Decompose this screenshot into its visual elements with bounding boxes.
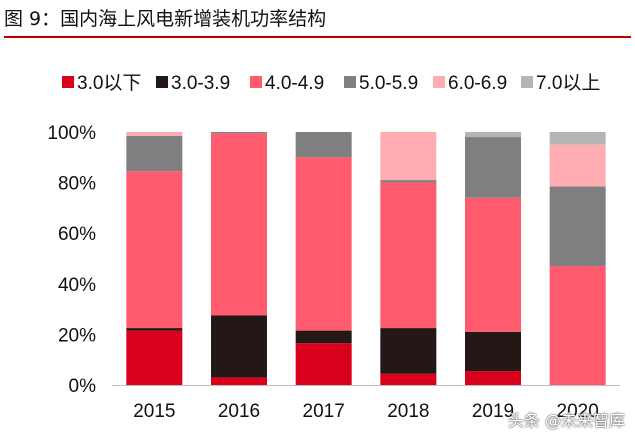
legend-swatch: [250, 76, 262, 88]
x-axis-ticks: 2015 2016 2017 2018 2019 2020: [133, 401, 599, 422]
bar-segment: [211, 132, 267, 134]
bar-segment: [126, 135, 183, 172]
bar-segment: [465, 371, 521, 385]
bar-segment: [380, 132, 437, 181]
bar-segment: [380, 182, 437, 329]
bar-stacks: [126, 132, 606, 385]
watermark: 头条 @未来智库: [507, 411, 625, 430]
x-tick-label: 2018: [387, 401, 429, 422]
bar-segment: [549, 144, 606, 187]
y-tick-label: 60%: [58, 224, 96, 245]
y-tick-label: 80%: [58, 174, 96, 195]
bar-segment: [465, 137, 521, 198]
bar-segment: [380, 373, 437, 385]
legend-swatch: [521, 76, 533, 88]
y-tick-label: 20%: [58, 325, 96, 346]
legend-label: 3.0以下: [77, 73, 141, 94]
x-tick-label: 2019: [472, 401, 514, 422]
figure-title: 图 9：国内海上风电新增装机功率结构: [4, 8, 327, 30]
bar-segment: [211, 315, 267, 378]
bar-segment: [549, 132, 606, 145]
bar-segment: [380, 328, 437, 374]
y-tick-label: 100%: [47, 123, 96, 144]
x-tick-label: 2017: [303, 401, 345, 422]
bar-segment: [126, 330, 183, 385]
bar-segment: [126, 132, 183, 136]
legend-label: 7.0以上: [536, 72, 600, 94]
legend-label: 6.0-6.9: [448, 73, 507, 94]
bar-segment: [549, 186, 606, 267]
legend-swatch: [433, 76, 445, 88]
bar-segment: [126, 328, 183, 331]
bar-segment: [465, 197, 521, 332]
x-tick-label: 2015: [133, 401, 175, 422]
bar-segment: [295, 132, 352, 158]
legend-swatch: [156, 76, 168, 88]
bar-segment: [126, 171, 183, 329]
legend-label: 4.0-4.9: [265, 73, 324, 94]
legend-swatch: [62, 76, 74, 88]
y-axis-ticks: 0% 20% 40% 60% 80% 100%: [47, 123, 96, 397]
bar-segment: [295, 343, 352, 385]
chart-legend: 3.0以下 3.0-3.9 4.0-4.9 5.0-5.9 6.0-6.9 7.0以上: [62, 72, 600, 94]
bar-segment: [465, 132, 521, 138]
legend-label: 3.0-3.9: [171, 73, 230, 94]
bar-segment: [211, 133, 267, 316]
legend-label: 5.0-5.9: [359, 73, 418, 94]
title-divider: [4, 36, 631, 38]
x-tick-label: 2016: [218, 401, 260, 422]
bar-segment: [295, 157, 352, 331]
bar-segment: [465, 331, 521, 372]
bar-segment: [295, 330, 352, 344]
legend-swatch: [344, 76, 356, 88]
bar-segment: [211, 377, 267, 385]
y-tick-label: 0%: [69, 376, 97, 397]
bar-segment: [380, 180, 437, 183]
x-tick-label: 2020: [557, 401, 599, 422]
y-tick-label: 40%: [58, 275, 96, 296]
bar-segment: [549, 266, 606, 385]
